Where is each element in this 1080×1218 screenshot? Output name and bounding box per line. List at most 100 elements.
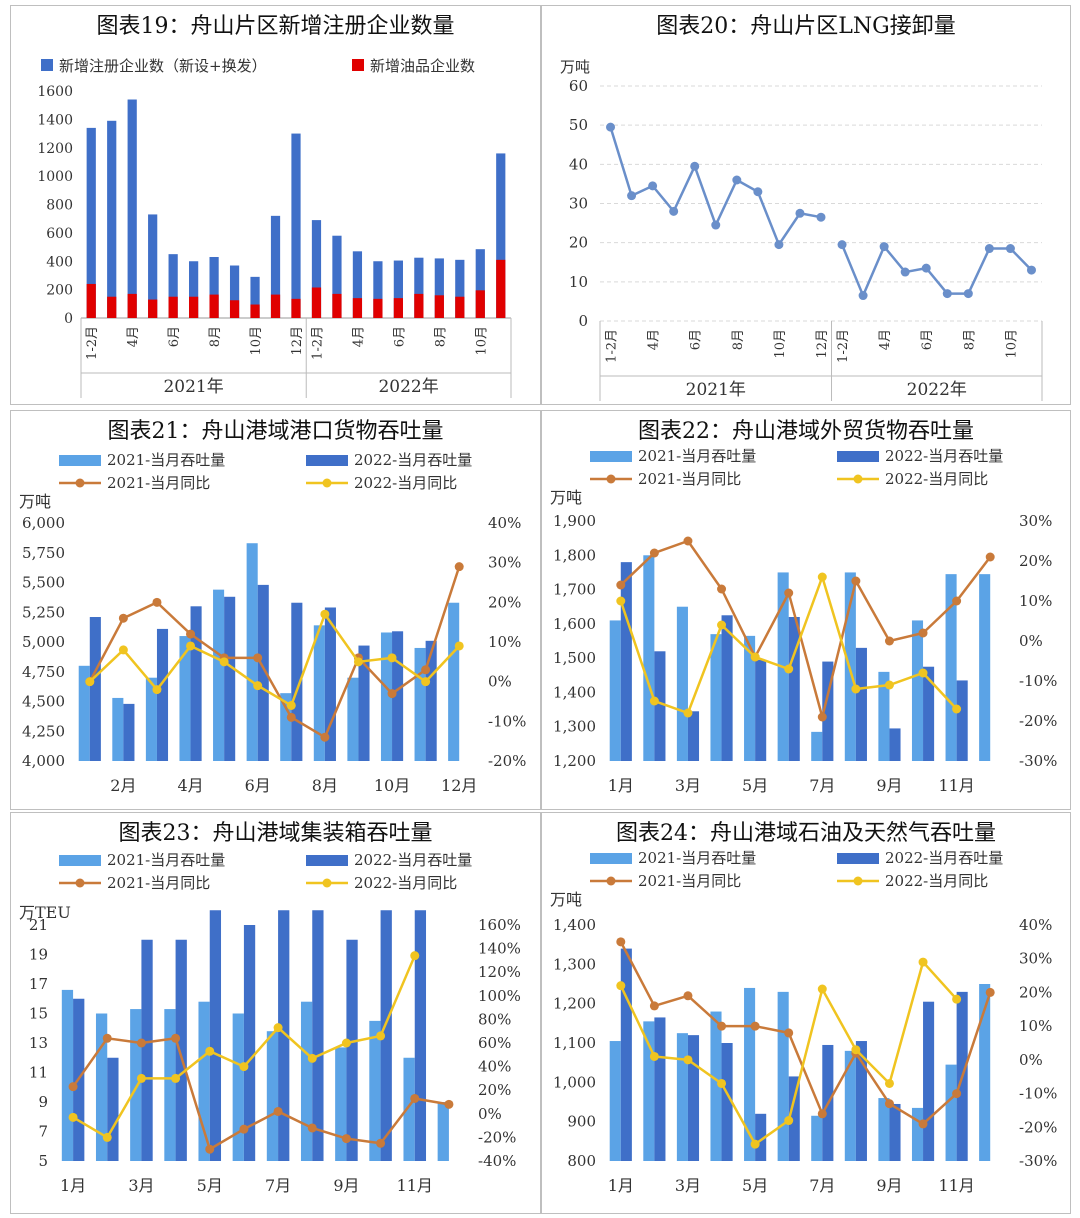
group-label: 2022年 [378,377,438,397]
bar-2021 [945,1064,957,1161]
data-point [879,242,889,252]
x-tick-label: 10月 [374,776,410,795]
bar-total [475,249,485,318]
bar-total [86,127,96,318]
x-tick-label: 10月 [773,329,788,359]
yoy-2022-point [784,664,794,674]
y2-tick-label: 10% [1019,592,1052,610]
yoy-2021-point [171,1033,181,1043]
bar-2021 [300,1001,313,1161]
yoy-2021-line [619,539,992,722]
x-tick-label: 11月 [397,1176,433,1195]
yoy-2021-point [273,1106,283,1116]
bar-2022 [956,680,968,761]
yoy-2021-point [952,596,962,606]
bar-2022 [107,1057,119,1161]
yoy-2022-point [454,641,464,651]
yoy-2021-point [320,732,330,742]
chart-panel-21: 图表21：舟山港域港口货物吞吐量 2021-当月吞吐量 2022-当月吞吐量 202… [10,410,541,810]
yoy-2021-point [341,1134,351,1144]
bar-2021 [777,991,789,1161]
y-tick-label: 1,500 [553,649,596,667]
y-tick-label: 1,000 [553,1073,596,1091]
bar-oil [475,290,485,318]
yoy-2022-point [851,684,861,694]
y-tick-label: 40 [569,155,588,173]
bar-2022 [620,562,632,761]
yoy-2022-point [387,653,397,663]
legend-label: 2022-当月吞吐量 [885,849,1003,867]
bar-2022 [822,661,834,761]
bar-total [414,257,424,318]
y-tick-label: 1,700 [553,581,596,599]
yoy-2021-point [717,1021,727,1031]
data-point [1026,265,1036,275]
yoy-2021-point [717,584,727,594]
y2-tick-label: -20% [1019,1118,1057,1136]
y2-tick-label: 40% [1019,916,1052,934]
yoy-2022-point [649,1051,659,1061]
y2-tick-label: 20% [478,1081,511,1099]
yoy-2022-point [750,652,760,662]
x-tick-label: 6月 [920,329,935,350]
bar-oil [127,293,137,318]
y2-tick-label: -20% [478,1128,516,1146]
bar-2022 [755,1113,767,1161]
bar-2022 [620,948,632,1161]
bar-2021 [95,1013,108,1161]
bar-2021 [643,1021,655,1161]
yoy-2022-point [136,1073,146,1083]
bar-oil [373,298,383,318]
yoy-2022-point [239,1062,249,1072]
bar-2022 [654,651,666,761]
chart-title: 图表23：舟山港域集装箱吞吐量 [118,821,433,846]
bar-2021 [437,1102,449,1161]
yoy-2021-point [952,1089,962,1099]
y-tick-label: 0 [64,311,73,327]
legend-label: 2021-当月吞吐量 [107,451,225,469]
y-tick-label: 1400 [37,112,73,128]
legend-label: 新增注册企业数（新设+换发） [59,57,267,75]
yoy-2021-point [649,1001,659,1011]
bar-oil [352,298,363,318]
bar-2022 [414,910,427,1161]
bar-total [291,133,301,318]
bar-2021 [313,625,325,761]
yoy-2021-point [817,712,827,722]
bar-2021 [744,987,756,1161]
y2-tick-label: 0% [478,1105,502,1123]
y2-tick-label: -20% [1019,712,1057,730]
bar-2021 [878,1098,890,1161]
bar-2022 [654,1017,666,1161]
y-tick-label: 1200 [37,141,73,157]
y-tick-label: 1,300 [553,955,596,973]
bar-total [189,261,199,318]
yoy-2021-point [884,1099,894,1109]
y-tick-label: 900 [567,1113,596,1131]
yoy-2022-point [85,677,95,687]
y-tick-label: 1,200 [553,752,596,770]
y-tick-label: 1,400 [553,916,596,934]
yoy-2021-point [851,576,861,586]
yoy-2022-point [952,704,962,714]
y-tick-label: 0 [578,312,588,330]
yoy-2022-point [171,1073,181,1083]
bar-oil [455,296,465,318]
chart-20-svg: 万吨 0 10 20 30 40 50 60 1-2月 4月 6月 8月 10月 12月 1-2月 4月 6月 8… [560,58,1043,401]
bar-total [311,220,322,318]
legend-label: 2022-当月同比 [885,872,988,890]
bar-2021 [878,671,890,761]
y2-tick-label: 10% [1019,1017,1052,1035]
yoy-2021-point [186,629,196,639]
yoy-2021-point [118,613,128,623]
y2-tick-label: -30% [1019,1152,1057,1170]
legend-swatch [352,59,364,71]
yoy-2021-point [444,1099,454,1109]
bar-2022 [687,1035,700,1161]
yoy-2022-point [817,984,827,994]
x-tick-label: 6月 [392,326,407,347]
bar-2021 [380,632,393,761]
x-tick-label: 8月 [962,329,977,350]
bar-2021 [643,555,655,761]
y2-tick-label: -20% [488,752,526,770]
